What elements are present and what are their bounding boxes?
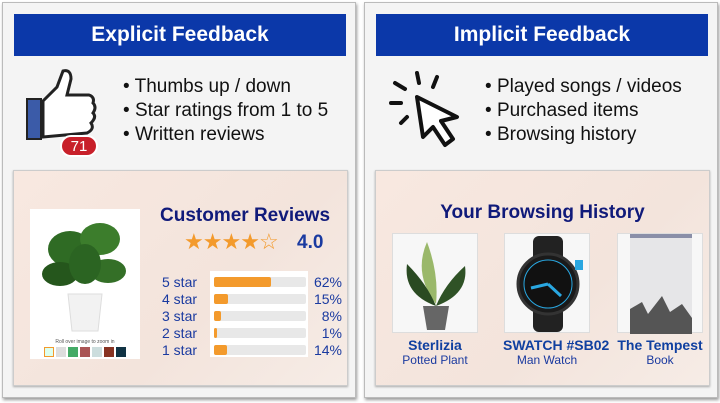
history-item[interactable]: SWATCH #SB02 Man Watch xyxy=(503,233,610,367)
thumbnail[interactable] xyxy=(80,347,90,357)
row-percent: 15% xyxy=(313,291,342,307)
item-category: Book xyxy=(646,353,674,367)
item-name: Sterlizia xyxy=(408,337,462,353)
cursor-click-icon xyxy=(389,71,459,147)
customer-reviews-card: Roll over image to zoom in Customer Revi… xyxy=(13,170,348,386)
row-label: 5 star xyxy=(162,274,198,290)
rating-bar xyxy=(214,345,306,355)
row-label: 1 star xyxy=(162,342,198,358)
bullet: Browsing history xyxy=(485,123,682,147)
item-name: The Tempest xyxy=(617,337,703,353)
bullet: Written reviews xyxy=(123,123,328,147)
thumbnail[interactable] xyxy=(116,347,126,357)
browsing-history-card: Your Browsing History Sterlizia Potted P… xyxy=(375,170,710,386)
implicit-bullets: Played songs / videos Purchased items Br… xyxy=(485,75,682,147)
explicit-feedback-panel: Explicit Feedback 71 Thumbs up / down St… xyxy=(2,2,356,398)
watch-image xyxy=(516,236,583,332)
row-label: 2 star xyxy=(162,325,198,341)
rating-value: 4.0 xyxy=(297,232,324,253)
bullet: Purchased items xyxy=(485,99,682,123)
rating-bar xyxy=(214,311,306,321)
rating-row[interactable]: 2 star 1% xyxy=(162,325,342,341)
zoom-hint: Roll over image to zoom in xyxy=(55,339,115,345)
rating-bar-fill xyxy=(214,294,228,304)
history-item[interactable]: Sterlizia Potted Plant xyxy=(391,233,479,367)
book-cover-image xyxy=(630,234,692,334)
rating-row[interactable]: 3 star 8% xyxy=(162,308,342,324)
rating-bar xyxy=(214,294,306,304)
product-image: Roll over image to zoom in xyxy=(30,209,140,359)
star-rating: ★★★★☆ xyxy=(184,229,279,255)
rating-row[interactable]: 1 star 14% xyxy=(162,342,342,358)
rating-bar xyxy=(214,277,306,287)
row-percent: 62% xyxy=(313,274,342,290)
history-item[interactable]: The Tempest Book xyxy=(616,233,704,367)
rating-bar xyxy=(214,328,306,338)
bullet: Played songs / videos xyxy=(485,75,682,99)
bullet: Thumbs up / down xyxy=(123,75,328,99)
panel-header: Implicit Feedback xyxy=(376,14,708,56)
thumbnail[interactable] xyxy=(92,347,102,357)
rating-bar-fill xyxy=(214,311,222,321)
thumbnail[interactable] xyxy=(104,347,114,357)
row-percent: 8% xyxy=(321,308,342,324)
implicit-feedback-panel: Implicit Feedback Played songs / videos … xyxy=(364,2,718,398)
rating-bar-fill xyxy=(214,277,272,287)
panel-header: Explicit Feedback xyxy=(14,14,346,56)
rating-row[interactable]: 4 star 15% xyxy=(162,291,342,307)
reviews-title: Customer Reviews xyxy=(160,205,331,226)
rating-bar-fill xyxy=(214,328,217,338)
item-name: SWATCH #SB02 xyxy=(503,337,610,353)
star-icon: ★ xyxy=(202,229,223,254)
star-icon: ★ xyxy=(221,229,241,254)
rating-bar-fill xyxy=(214,345,227,355)
thumbs-up-icon xyxy=(26,69,97,140)
thumbnail[interactable] xyxy=(68,347,78,357)
star-icon: ★ xyxy=(240,229,260,254)
potted-plant-image xyxy=(406,242,466,330)
rating-row[interactable]: 5 star 62% xyxy=(162,274,342,290)
like-count-badge: 71 xyxy=(60,135,98,157)
row-label: 4 star xyxy=(162,291,198,307)
thumbnail[interactable] xyxy=(56,347,66,357)
row-percent: 14% xyxy=(313,342,342,358)
item-category: Potted Plant xyxy=(402,353,468,367)
monstera-plant-image xyxy=(42,223,126,332)
thumbnail[interactable] xyxy=(44,347,54,357)
star-icon: ☆ xyxy=(258,229,279,254)
item-category: Man Watch xyxy=(516,353,578,367)
history-title: Your Browsing History xyxy=(440,202,645,223)
bullet: Star ratings from 1 to 5 xyxy=(123,99,328,123)
explicit-bullets: Thumbs up / down Star ratings from 1 to … xyxy=(123,75,329,147)
row-label: 3 star xyxy=(162,308,198,324)
row-percent: 1% xyxy=(321,325,342,341)
star-icon: ★ xyxy=(184,229,204,254)
